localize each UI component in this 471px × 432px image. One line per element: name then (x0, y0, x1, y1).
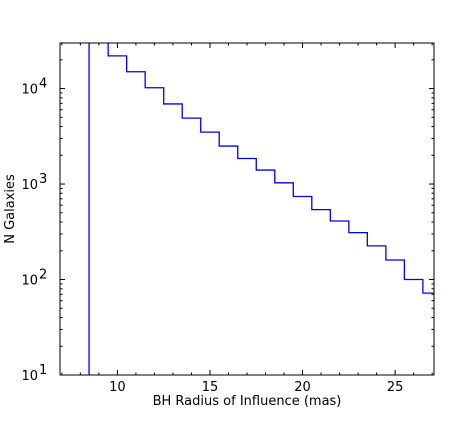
histogram-series (88, 43, 434, 375)
y-tick-label: 10 (21, 369, 38, 384)
x-tick-label: 20 (294, 380, 311, 395)
x-tick-label: 25 (387, 380, 404, 395)
y-tick-exponent: 4 (39, 77, 47, 92)
y-tick-exponent: 1 (39, 363, 47, 378)
y-tick-label: 10 (21, 178, 38, 193)
x-axis-label: BH Radius of Influence (mas) (153, 394, 342, 409)
x-tick-label: 10 (109, 380, 126, 395)
tick-marks (60, 42, 434, 376)
y-tick-exponent: 2 (39, 268, 47, 283)
histogram-step-line (107, 43, 434, 294)
x-tick-label: 15 (202, 380, 219, 395)
y-tick-label: 10 (21, 274, 38, 289)
plot-frame (59, 42, 435, 376)
y-tick-label: 10 (21, 83, 38, 98)
y-tick-exponent: 3 (39, 172, 47, 187)
y-axis-label: N Galaxies (3, 174, 18, 244)
